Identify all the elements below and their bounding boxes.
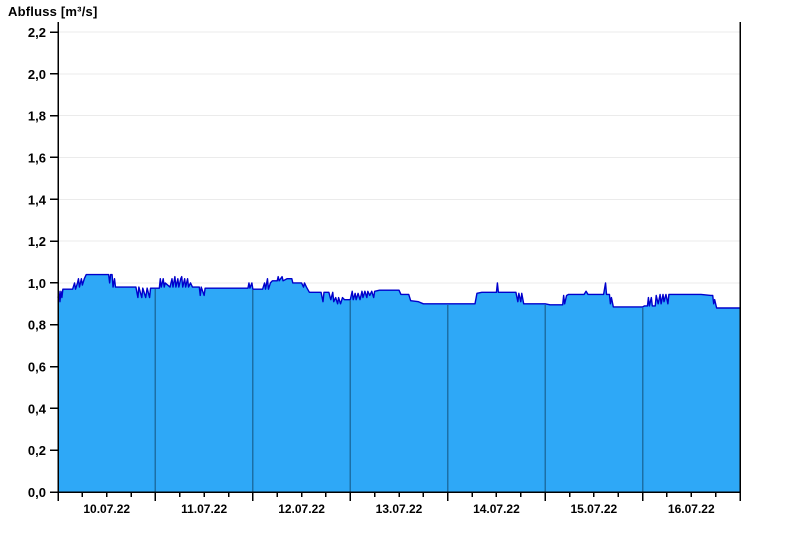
axes — [57, 22, 741, 493]
y-tick-label: 0,8 — [28, 318, 46, 333]
y-tick-label: 2,2 — [28, 25, 46, 40]
y-axis-labels: 0,0 0,2 0,4 0,6 0,8 1,0 1,2 1,4 1,6 1,8 2,0 2,2 — [28, 25, 47, 500]
x-tick-label: 12.07.22 — [278, 502, 325, 516]
y-tick-label: 1,0 — [28, 276, 46, 291]
x-tick-label: 11.07.22 — [181, 502, 227, 516]
chart-title: Abfluss [m³/s] — [8, 4, 98, 19]
x-tick-label: 10.07.22 — [83, 502, 130, 516]
x-tick-label: 13.07.22 — [376, 502, 423, 516]
y-tick-label: 0,4 — [28, 401, 47, 416]
axis-ticks — [50, 31, 741, 501]
y-tick-label: 0,6 — [28, 360, 46, 375]
y-tick-label: 1,2 — [28, 234, 46, 249]
y-tick-label: 1,6 — [28, 150, 46, 165]
y-tick-label: 0,2 — [28, 443, 46, 458]
y-tick-label: 1,4 — [28, 192, 47, 207]
x-tick-label: 16.07.22 — [668, 502, 715, 516]
y-tick-label: 1,8 — [28, 109, 46, 124]
x-axis-labels: 10.07.22 11.07.22 12.07.22 13.07.22 14.07.22… — [83, 502, 715, 516]
area-series — [57, 273, 740, 492]
x-tick-label: 14.07.22 — [473, 502, 520, 516]
day-divider-lines — [154, 289, 644, 492]
y-tick-label: 2,0 — [28, 67, 46, 82]
x-tick-label: 15.07.22 — [570, 502, 617, 516]
y-tick-label: 0,0 — [28, 485, 46, 500]
